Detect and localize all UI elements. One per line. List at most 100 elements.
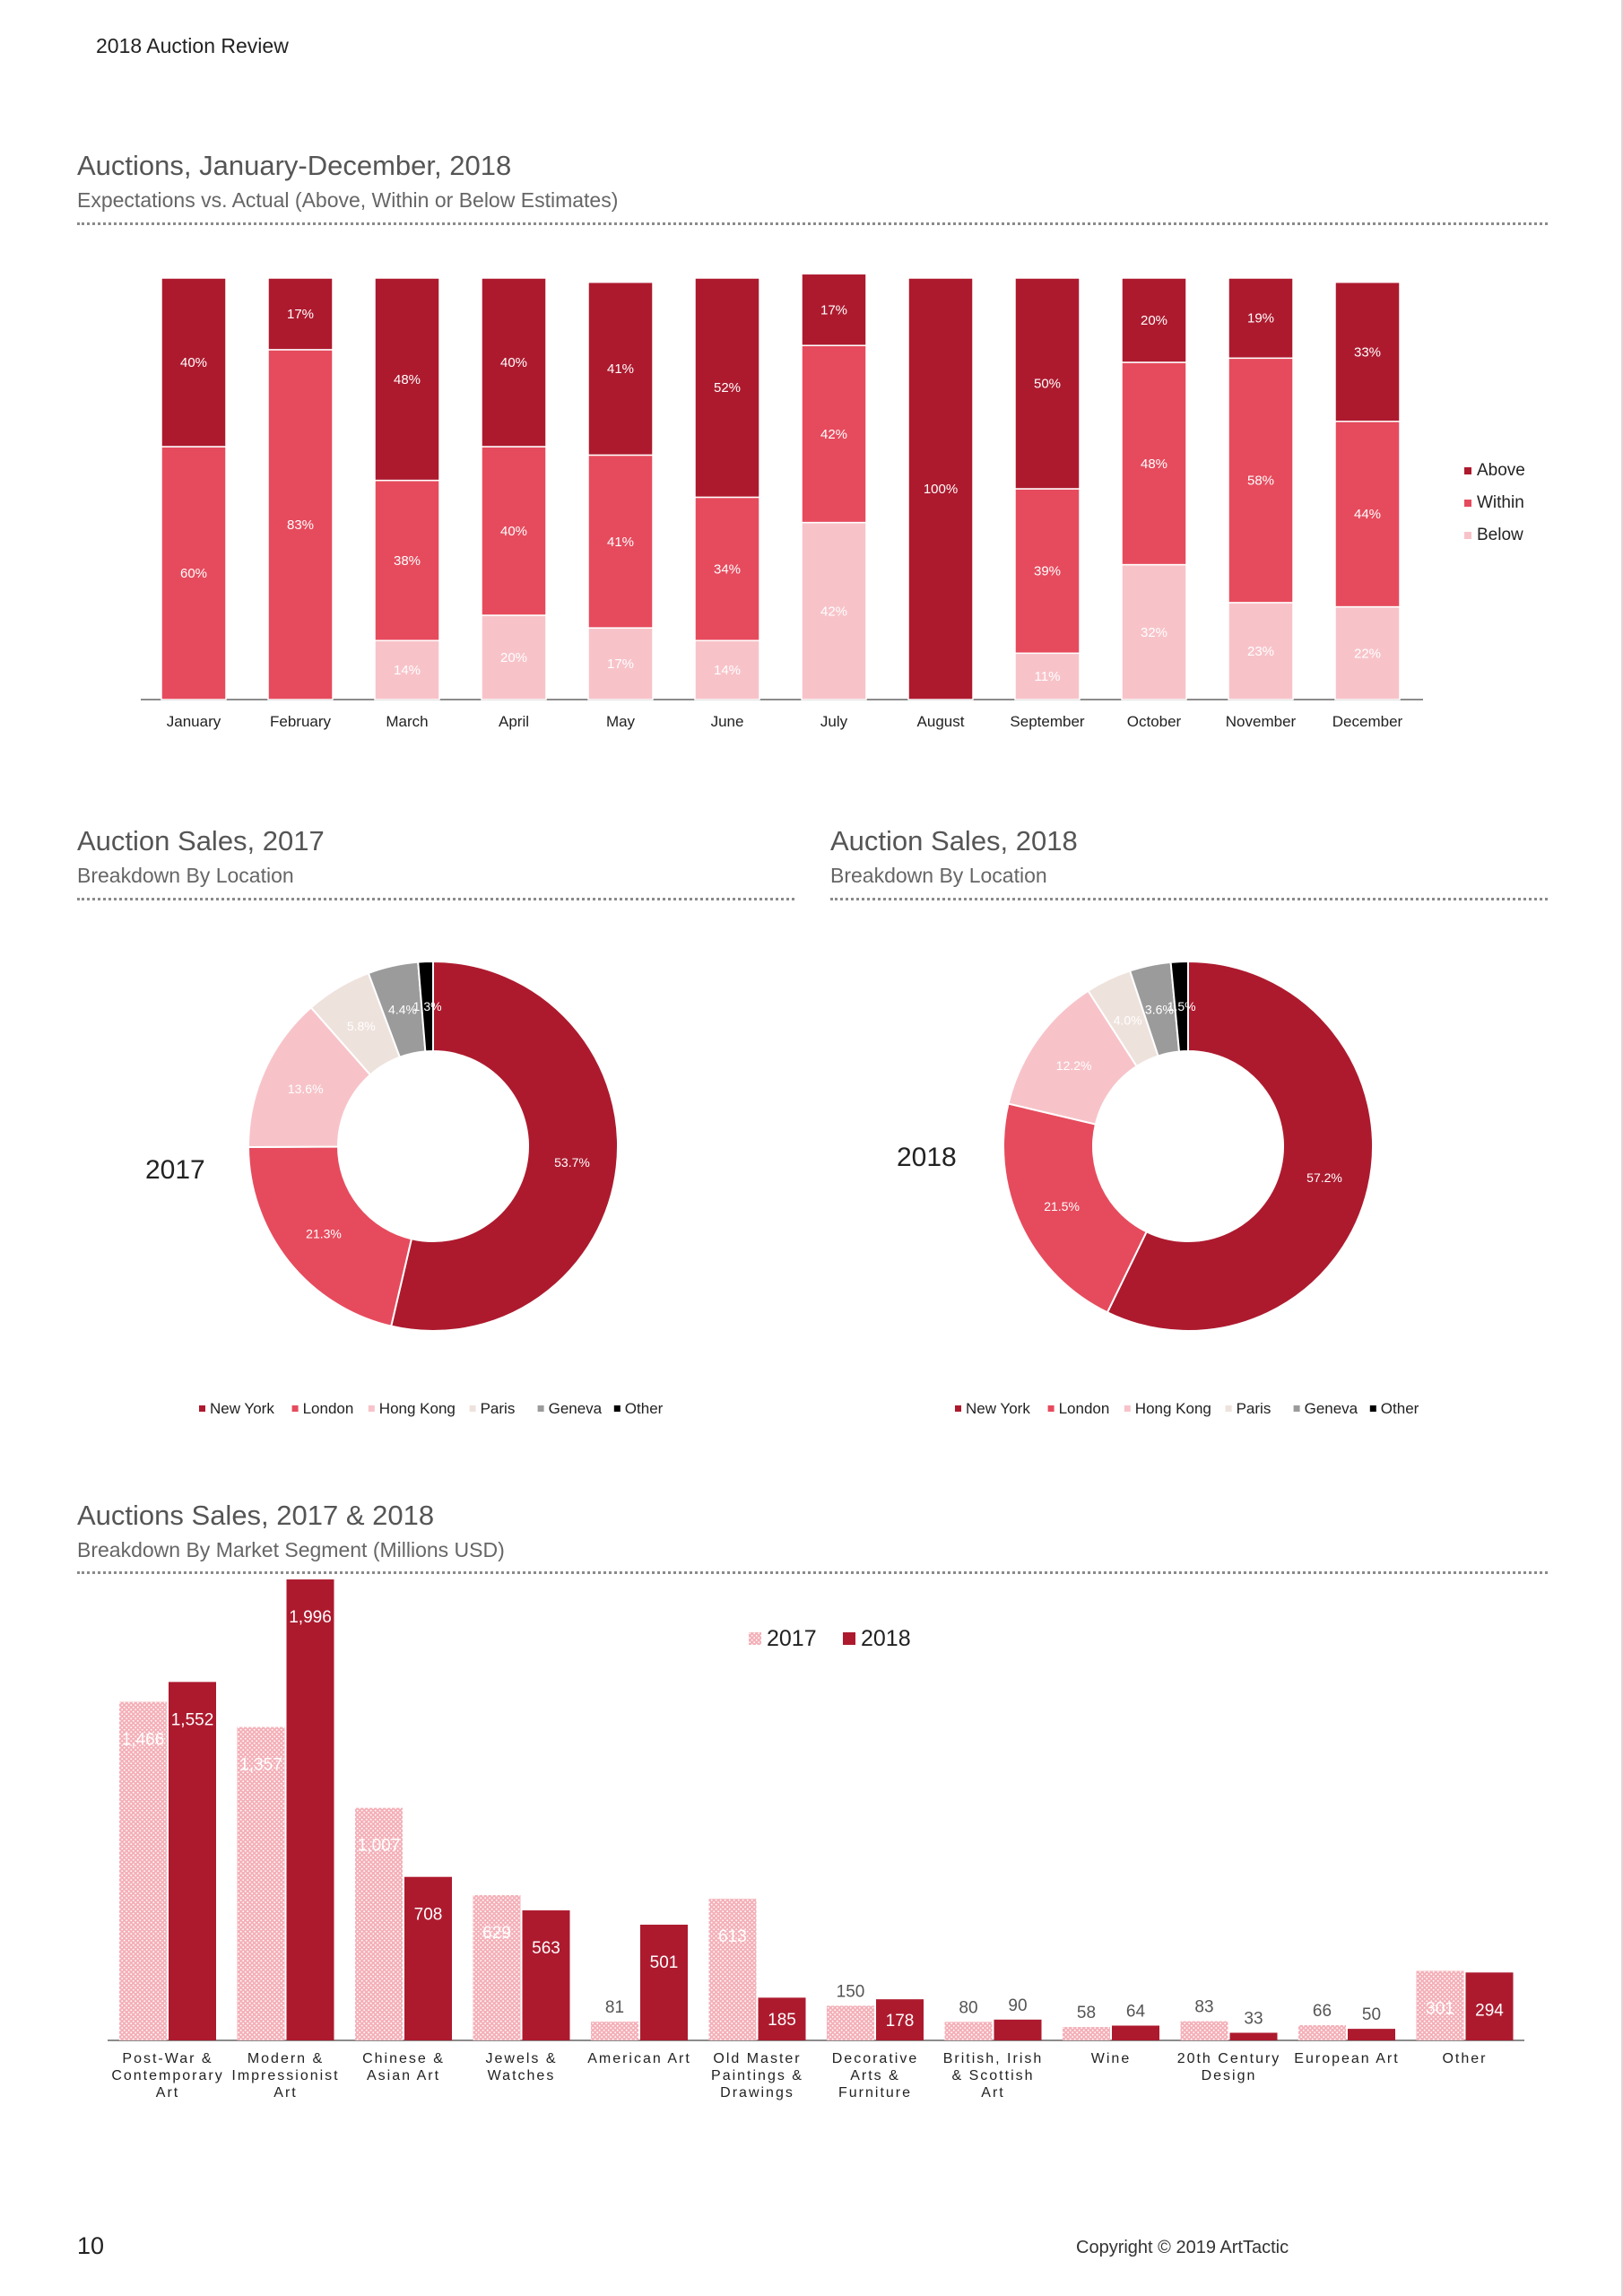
loc2018-subtitle: Breakdown By Location — [830, 864, 1047, 887]
legend-label: Above — [1477, 461, 1525, 480]
section-divider — [77, 898, 794, 900]
bar-data-label: 83% — [287, 517, 314, 533]
bar-segment-within — [1228, 357, 1294, 604]
bar-data-label: 66 — [1313, 2002, 1332, 2021]
legend-label: Below — [1477, 526, 1523, 544]
bar-segment-within — [1014, 488, 1081, 655]
x-tick-label: January — [167, 713, 221, 730]
legend-label: Paris — [1237, 1400, 1271, 1417]
x-tick-label: February — [270, 713, 332, 730]
x-tick-label: April — [499, 713, 529, 730]
bar-data-label: 294 — [1475, 2001, 1504, 2020]
section-divider — [830, 898, 1548, 900]
segments-title: Auctions Sales, 2017 & 2018 — [77, 1500, 435, 1531]
donut-slice-label: 12.2% — [1056, 1058, 1092, 1073]
bar-data-label: 81 — [605, 1998, 624, 2017]
bar-2017 — [355, 1807, 403, 2040]
bar-data-label: 708 — [414, 1906, 443, 1925]
donut-slice-label: 1.5% — [1167, 999, 1196, 1013]
bar-segment-below — [1334, 605, 1401, 700]
bar-segment-within — [801, 344, 867, 524]
bar-data-label: 150 — [837, 1982, 865, 2001]
legend-swatch — [843, 1632, 855, 1645]
bar-segment-below — [587, 627, 654, 700]
bar-data-label: 40% — [500, 355, 527, 370]
x-tick-label: Impressionist — [231, 2068, 339, 2083]
bar-data-label: 301 — [1426, 1999, 1454, 2018]
bar-2018 — [1348, 2029, 1395, 2040]
x-tick-label: Post-War & — [122, 2051, 213, 2066]
donut-slice-label: 3.6% — [1145, 1002, 1174, 1016]
bar-2017 — [119, 1701, 167, 2040]
bar-data-label: 52% — [714, 380, 741, 396]
bar-data-label: 60% — [180, 566, 207, 581]
bar-2018 — [640, 1924, 688, 2040]
bar-segment-above — [161, 277, 227, 448]
page-number: 10 — [77, 2232, 105, 2259]
donut-slice-label: 21.5% — [1044, 1199, 1080, 1213]
page-edge-rule — [1621, 0, 1623, 2296]
bar-segment-within — [1121, 361, 1187, 566]
x-tick-label: Art — [981, 2085, 1004, 2100]
bar-data-label: 613 — [718, 1927, 747, 1946]
donut-chart-2017: 53.7% 21.3% 13.6% 5.8% 4.4%1.3% New York Londo… — [199, 960, 664, 1417]
bar-2017 — [473, 1895, 521, 2040]
x-tick-label: Wine — [1091, 2051, 1131, 2066]
legend-label: New York — [966, 1400, 1030, 1417]
monthly-chart-title: Auctions, January-December, 2018 — [77, 150, 512, 181]
x-tick-label: Old Master — [713, 2051, 801, 2066]
donut-slice-other — [417, 960, 434, 1053]
x-tick-label: Art — [273, 2085, 297, 2100]
legend-swatch — [1369, 1405, 1376, 1412]
donut-slice-other — [1169, 960, 1189, 1053]
x-tick-label: November — [1226, 713, 1297, 730]
bar-data-label: 11% — [1035, 669, 1061, 684]
legend-label: Within — [1477, 493, 1524, 512]
bar-data-label: 33% — [1354, 344, 1381, 360]
bar-data-label: 629 — [482, 1924, 511, 1943]
legend-label: Geneva — [549, 1400, 603, 1417]
x-tick-label: Paintings & — [711, 2068, 803, 2083]
x-tick-label: British, Irish — [943, 2051, 1044, 2066]
x-tick-label: American Art — [587, 2051, 691, 2066]
x-tick-label: Drawings — [720, 2085, 794, 2100]
x-tick-label: European Art — [1294, 2051, 1399, 2066]
bar-data-label: 48% — [394, 372, 421, 387]
loc2017-title: Auction Sales, 2017 — [77, 825, 325, 857]
legend-swatch — [537, 1405, 544, 1412]
legend-swatch — [469, 1405, 476, 1412]
legend-label: Geneva — [1305, 1400, 1358, 1417]
bar-data-label: 563 — [532, 1939, 560, 1958]
bar-segment-above — [374, 277, 440, 482]
bar-segment-within — [374, 479, 440, 641]
bar-2017 — [944, 2022, 993, 2040]
bar-2018 — [758, 1997, 806, 2040]
legend-swatch — [1464, 500, 1471, 507]
donut-slice-label: 4.0% — [1114, 1013, 1142, 1027]
bar-data-label: 50 — [1362, 2005, 1381, 2024]
bar-2017 — [827, 2005, 874, 2040]
x-tick-label: Design — [1202, 2068, 1257, 2083]
bar-data-label: 20% — [1141, 313, 1167, 328]
bar-data-label: 1,357 — [239, 1756, 282, 1775]
legend-label: Hong Kong — [379, 1400, 456, 1417]
bar-data-label: 20% — [500, 650, 527, 665]
bar-data-label: 40% — [180, 355, 207, 370]
x-tick-label: Jewels & — [485, 2051, 557, 2066]
bar-segment-below — [694, 639, 760, 700]
bar-data-label: 40% — [500, 524, 527, 539]
bar-data-label: 41% — [607, 535, 634, 550]
bar-segment-above — [1228, 277, 1294, 360]
legend-swatch — [1293, 1405, 1300, 1412]
legend-label: Paris — [481, 1400, 516, 1417]
bar-2018 — [522, 1910, 570, 2040]
legend-label: Hong Kong — [1135, 1400, 1211, 1417]
bar-data-label: 39% — [1034, 564, 1061, 579]
bar-data-label: 41% — [607, 361, 634, 377]
bar-data-label: 50% — [1034, 377, 1061, 392]
legend-label: London — [303, 1400, 354, 1417]
bar-2017 — [237, 1726, 285, 2040]
donut-slice-label: 21.3% — [306, 1226, 342, 1240]
x-tick-label: June — [711, 713, 744, 730]
bar-data-label: 90 — [1008, 1996, 1027, 2015]
